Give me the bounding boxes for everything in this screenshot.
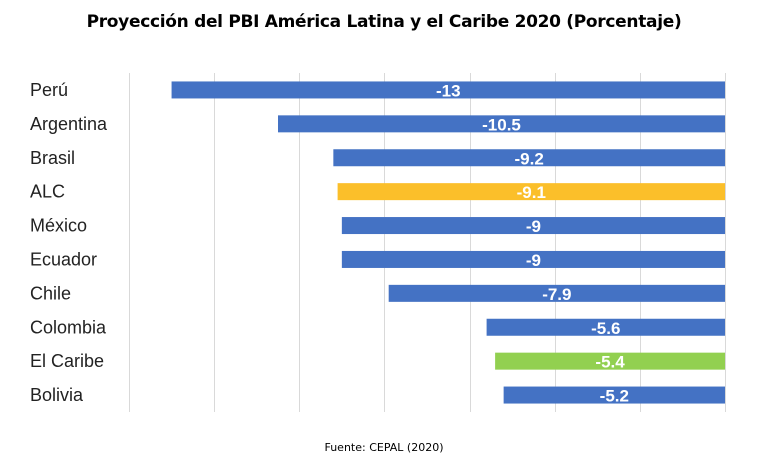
data-label: -9 <box>526 217 541 236</box>
bar <box>503 386 725 404</box>
bar <box>486 318 725 336</box>
bar <box>341 217 725 235</box>
category-label: Bolivia <box>30 385 84 405</box>
category-label: Brasil <box>30 148 75 168</box>
data-label: -5.4 <box>595 353 625 372</box>
bar <box>388 284 725 302</box>
chart-title: Proyección del PBI América Latina y el C… <box>86 12 682 32</box>
chart-source: Fuente: CEPAL (2020) <box>324 441 444 454</box>
data-label: -9 <box>526 251 541 270</box>
bar <box>337 183 725 201</box>
bar <box>171 81 726 99</box>
bar <box>341 250 725 268</box>
data-label: -13 <box>436 81 461 100</box>
data-label: -10.5 <box>482 115 521 134</box>
data-label: -9.1 <box>517 183 546 202</box>
bar <box>278 115 725 133</box>
category-label: El Caribe <box>30 351 104 371</box>
category-label: Perú <box>30 80 68 100</box>
category-label: Argentina <box>30 114 108 134</box>
bar <box>333 149 725 167</box>
category-label: México <box>30 216 87 236</box>
category-label: Ecuador <box>30 249 97 269</box>
data-label: -9.2 <box>515 149 544 168</box>
category-label: ALC <box>30 182 65 202</box>
data-label: -5.2 <box>600 387 629 406</box>
category-label: Chile <box>30 283 71 303</box>
data-label: -5.6 <box>591 319 620 338</box>
bar <box>495 352 725 370</box>
category-label: Colombia <box>30 317 107 337</box>
data-label: -7.9 <box>542 285 571 304</box>
